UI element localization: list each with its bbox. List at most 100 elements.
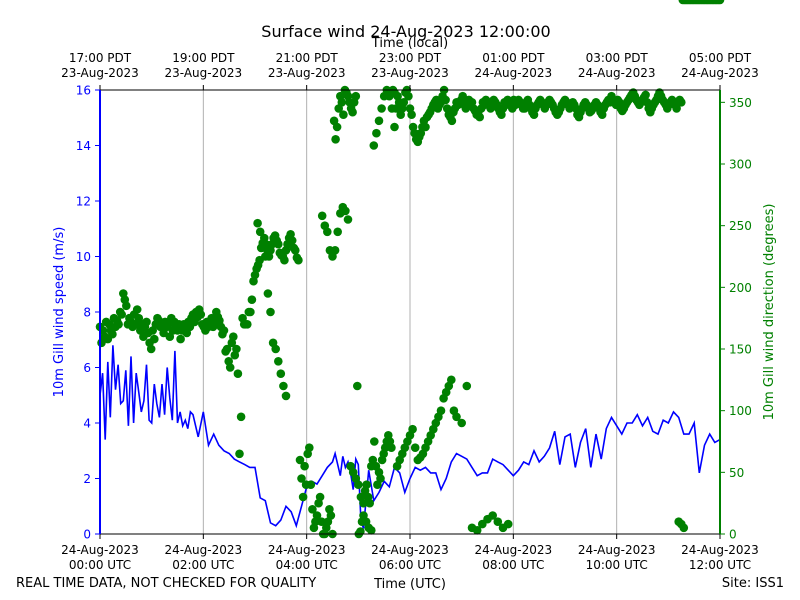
wind-direction-point <box>356 492 366 502</box>
right-axis-label: 10m Gill wind direction (degrees) <box>762 204 777 421</box>
wind-direction-point <box>348 107 357 117</box>
wind-direction-point <box>679 523 689 533</box>
wind-direction-point <box>146 344 156 354</box>
wind-direction-point <box>447 116 457 126</box>
wind-direction-point <box>142 317 151 327</box>
wind-direction-point <box>300 461 309 471</box>
wind-direction-point <box>677 98 686 107</box>
wind-direction-point <box>390 122 399 132</box>
wind-direction-point <box>472 526 482 535</box>
wind-direction-point <box>488 511 498 520</box>
wind-direction-point <box>196 310 206 319</box>
wind-direction-point <box>354 480 363 490</box>
wind-direction-point <box>421 122 430 132</box>
wind-direction-point <box>367 526 376 535</box>
wind-direction-point <box>369 141 379 150</box>
wind-direction-point <box>475 112 485 122</box>
wind-direction-point <box>315 492 325 502</box>
wind-direction-point <box>246 307 255 317</box>
top-tick-label: 23-Aug-2023 <box>268 66 346 80</box>
wind-direction-point <box>291 246 300 255</box>
wind-direction-point <box>333 227 343 237</box>
top-tick-label: 23-Aug-2023 <box>371 66 449 80</box>
wind-direction-point <box>150 334 159 344</box>
left-tick-label: 4 <box>83 417 91 431</box>
wind-direction-point <box>503 519 513 529</box>
wind-direction-point <box>407 110 416 119</box>
top-tick-label: 03:00 PDT <box>586 51 649 65</box>
bottom-tick-label: 12:00 UTC <box>689 558 751 572</box>
wind-direction-point <box>387 443 396 453</box>
wind-direction-point <box>641 90 650 100</box>
right-tick-label: 200 <box>729 281 752 295</box>
wind-direction-point <box>255 227 265 237</box>
wind-direction-point <box>253 218 262 228</box>
wind-direction-point <box>410 443 420 453</box>
wind-direction-point <box>306 480 316 490</box>
top-tick-label: 23:00 PDT <box>379 51 442 65</box>
wind-direction-point <box>408 424 417 434</box>
wind-direction-point <box>370 437 379 446</box>
top-tick-label: 24-Aug-2023 <box>578 66 656 80</box>
wind-direction-point <box>280 255 289 265</box>
wind-direction-point <box>441 95 450 105</box>
wind-direction-point <box>276 369 286 379</box>
wind-direction-point <box>117 310 126 319</box>
wind-direction-point <box>323 227 332 237</box>
wind-direction-point <box>377 104 386 113</box>
top-tick-label: 19:00 PDT <box>172 51 235 65</box>
left-tick-label: 2 <box>83 472 91 486</box>
left-axis-ticks: 0 2 4 6 8 10 12 14 16 <box>76 84 100 542</box>
right-tick-label: 350 <box>729 96 752 110</box>
bottom-tick-label: 24-Aug-2023 <box>268 543 346 557</box>
wind-direction-point <box>339 110 348 119</box>
top-tick-label: 23-Aug-2023 <box>165 66 243 80</box>
wind-direction-point <box>462 381 472 391</box>
wind-direction-point <box>365 498 375 508</box>
right-axis-ticks: 0 50 100 150 200 250 300 350 <box>720 96 752 542</box>
wind-direction-point <box>261 252 270 261</box>
wind-direction-point <box>229 332 238 342</box>
wind-direction-point <box>281 391 291 401</box>
wind-direction-point <box>271 344 281 354</box>
wind-direction-point <box>176 334 185 344</box>
wind-direction-point <box>452 412 461 422</box>
left-tick-label: 6 <box>83 361 91 375</box>
wind-direction-point <box>222 344 232 354</box>
wind-direction-point <box>219 326 229 335</box>
wind-direction-point <box>331 135 340 144</box>
wind-direction-point <box>308 505 317 514</box>
top-tick-label: 17:00 PDT <box>69 51 132 65</box>
top-tick-label: 24-Aug-2023 <box>475 66 553 80</box>
wind-direction-point <box>235 449 244 459</box>
bottom-tick-label: 24-Aug-2023 <box>475 543 553 557</box>
wind-direction-point <box>236 412 246 422</box>
bottom-tick-label: 24-Aug-2023 <box>681 543 759 557</box>
wind-direction-point <box>376 474 385 483</box>
bottom-tick-label: 04:00 UTC <box>276 558 338 572</box>
direction-series <box>95 0 725 539</box>
wind-direction-point <box>436 406 446 416</box>
wind-direction-point <box>353 381 362 391</box>
wind-direction-point <box>351 91 361 101</box>
wind-direction-point <box>372 128 381 138</box>
left-tick-label: 12 <box>76 195 91 209</box>
wind-direction-point <box>287 236 297 245</box>
wind-direction-point <box>122 301 131 311</box>
top-tick-label: 24-Aug-2023 <box>681 66 759 80</box>
wind-direction-point <box>108 329 117 339</box>
wind-direction-point <box>356 527 365 536</box>
top-tick-label: 01:00 PDT <box>482 51 545 65</box>
top-tick-label: 23-Aug-2023 <box>61 66 139 80</box>
left-axis-label: 10m Gill wind speed (m/s) <box>52 227 67 398</box>
wind-direction-point <box>326 511 336 520</box>
wind-direction-point <box>225 363 235 372</box>
wind-direction-point <box>404 91 413 101</box>
bottom-tick-label: 10:00 UTC <box>586 558 648 572</box>
bottom-axis-label: Time (UTC) <box>373 577 446 592</box>
bottom-tick-label: 00:00 UTC <box>69 558 131 572</box>
wind-direction-point <box>294 255 303 265</box>
